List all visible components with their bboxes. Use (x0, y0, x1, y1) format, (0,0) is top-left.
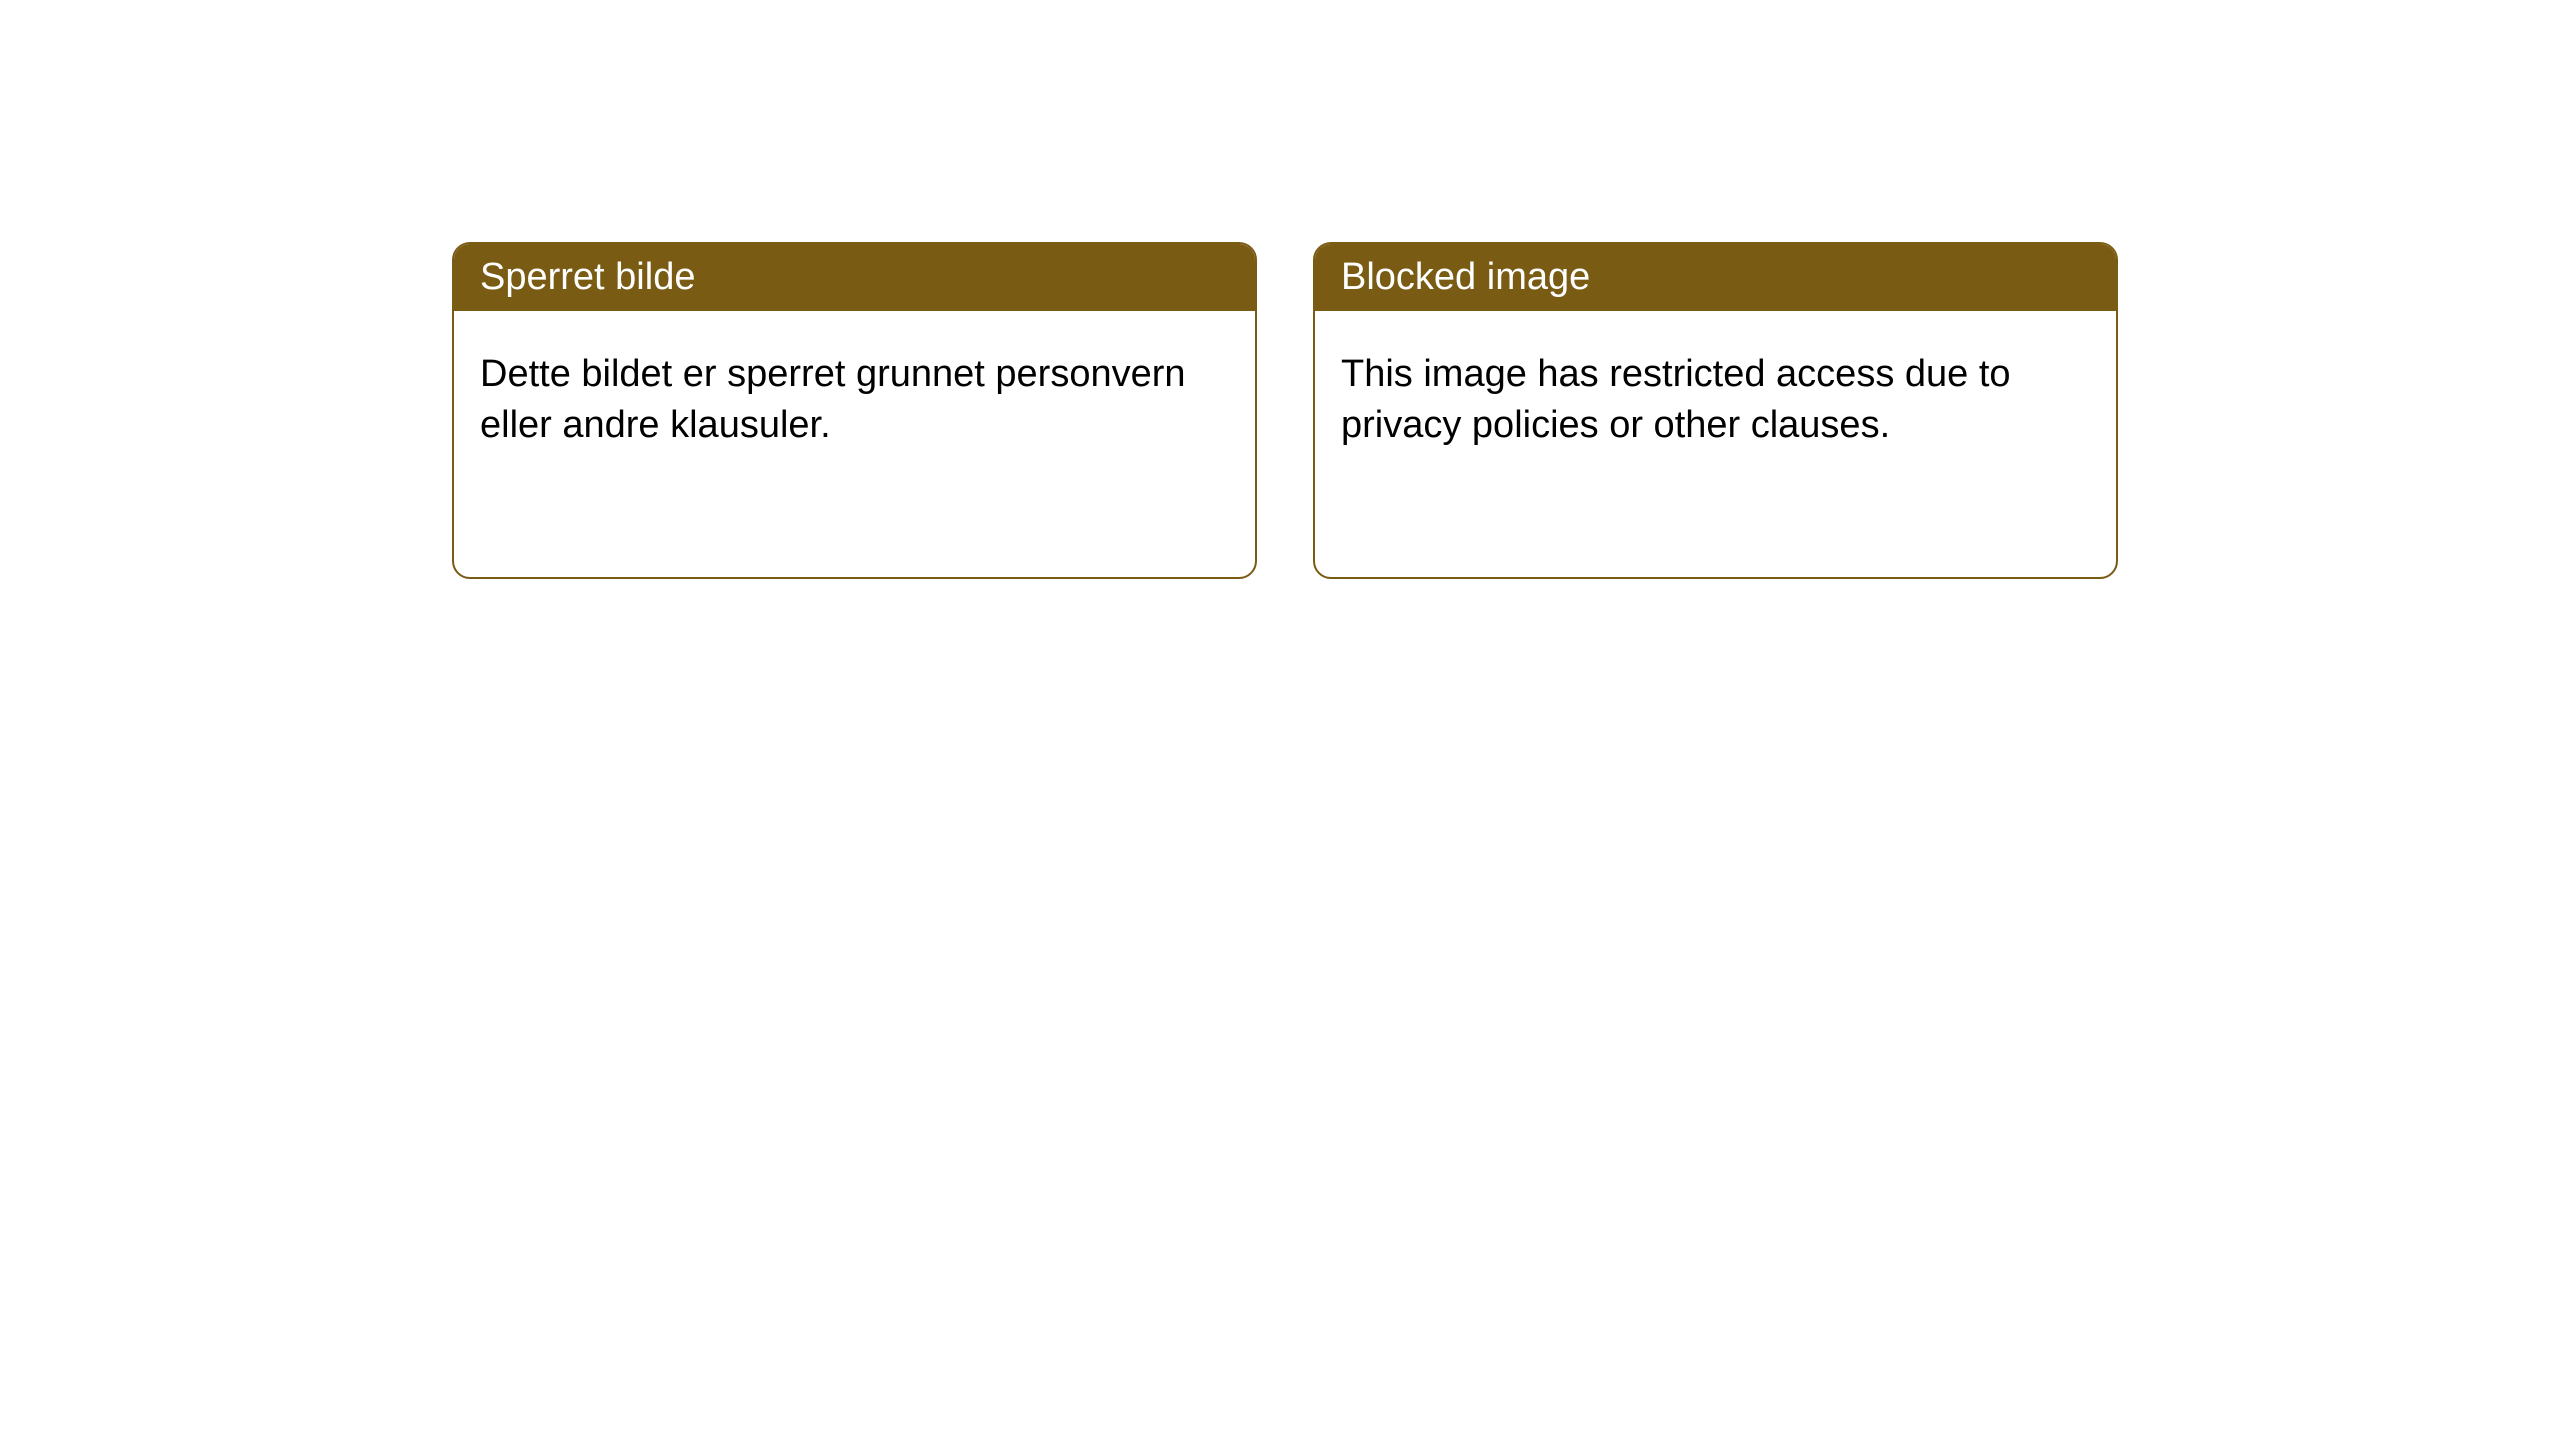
notice-title-en: Blocked image (1315, 244, 2116, 311)
notice-body-en: This image has restricted access due to … (1315, 311, 2116, 490)
notice-body-no: Dette bildet er sperret grunnet personve… (454, 311, 1255, 490)
notice-title-no: Sperret bilde (454, 244, 1255, 311)
notice-card-no: Sperret bilde Dette bildet er sperret gr… (452, 242, 1257, 579)
notice-card-en: Blocked image This image has restricted … (1313, 242, 2118, 579)
notice-container: Sperret bilde Dette bildet er sperret gr… (452, 242, 2118, 579)
